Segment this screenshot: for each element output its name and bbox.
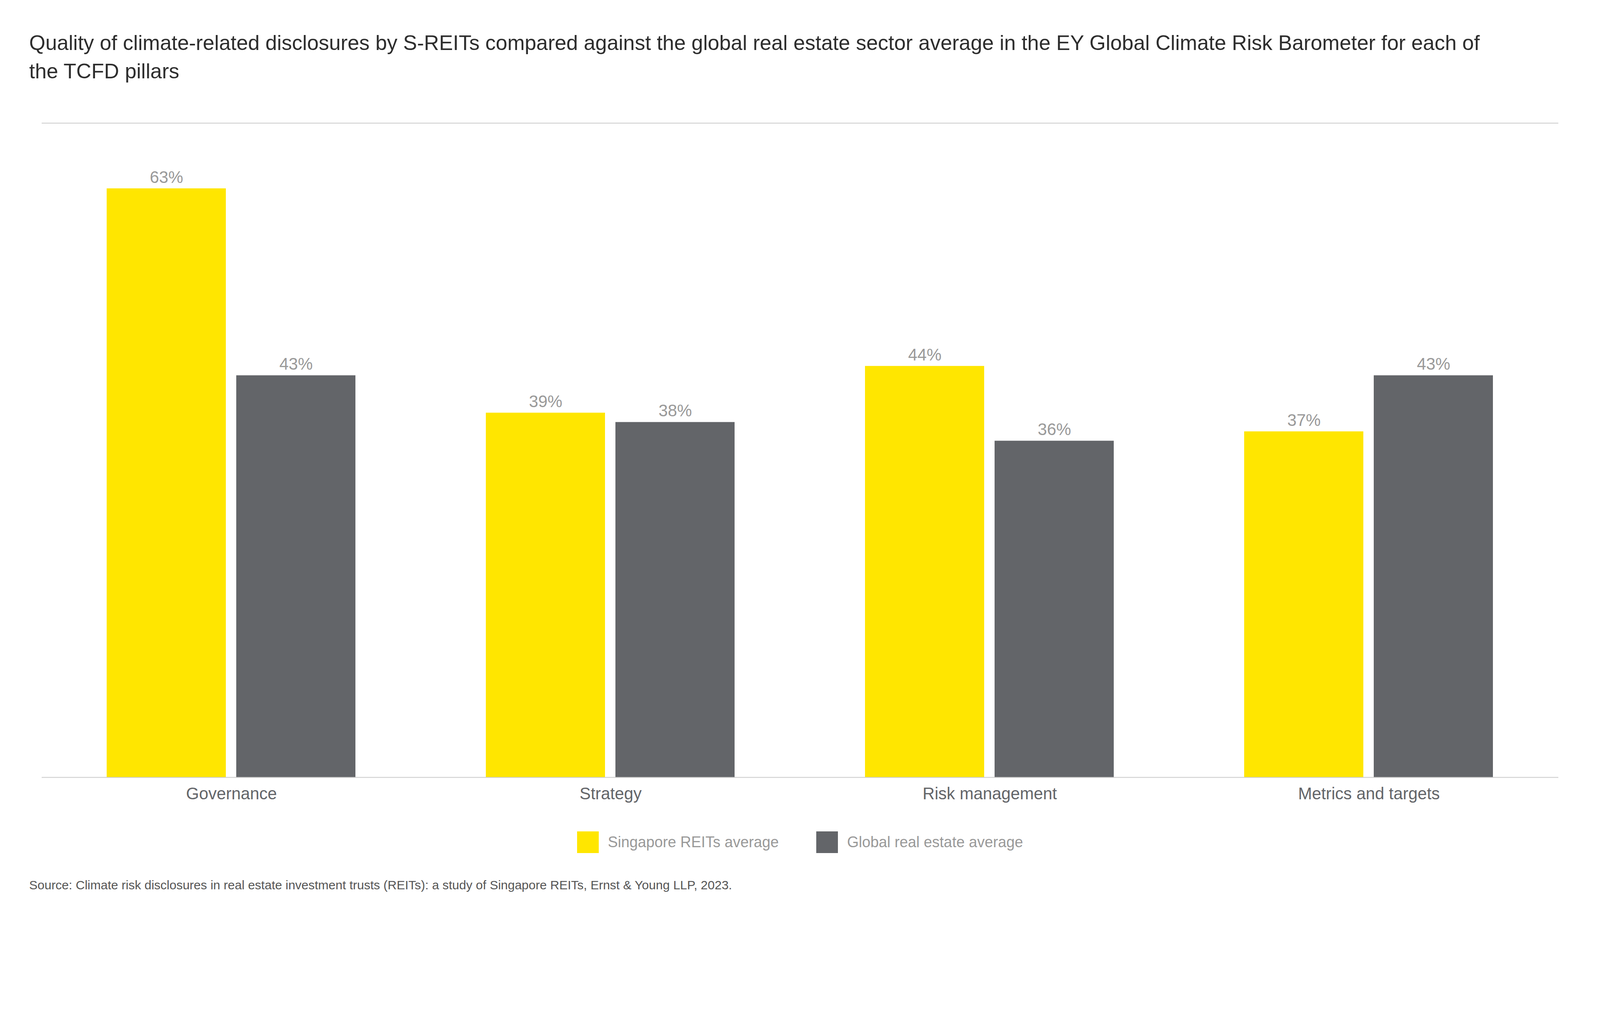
- html-text:Source: Climate risk disclosur: Source: Climate risk disclosures in real…: [29, 877, 733, 892]
- svg-text:Strategy: Strategy: [579, 784, 642, 803]
- html-text:Global real estate average: Global real estate average: [847, 833, 1024, 851]
- svg-text:Risk management: Risk management: [922, 784, 1057, 803]
- svg-text:Governance: Governance: [186, 784, 278, 803]
- svg-text:44%: 44%: [907, 345, 942, 364]
- svg-text:37%: 37%: [1287, 410, 1321, 430]
- svg-text:36%: 36%: [1037, 420, 1071, 439]
- svg-text:Metrics and targets: Metrics and targets: [1297, 784, 1440, 803]
- svg-text:43%: 43%: [279, 354, 313, 373]
- svg-text:38%: 38%: [658, 401, 692, 420]
- svg-text:63%: 63%: [149, 167, 183, 187]
- svg-text:43%: 43%: [1416, 354, 1450, 373]
- html-text:Singapore REITs average: Singapore REITs average: [607, 833, 779, 851]
- html-text:Quality of climate-related dis: Quality of climate-related disclosures b…: [29, 31, 1480, 83]
- svg-text:39%: 39%: [528, 392, 563, 411]
